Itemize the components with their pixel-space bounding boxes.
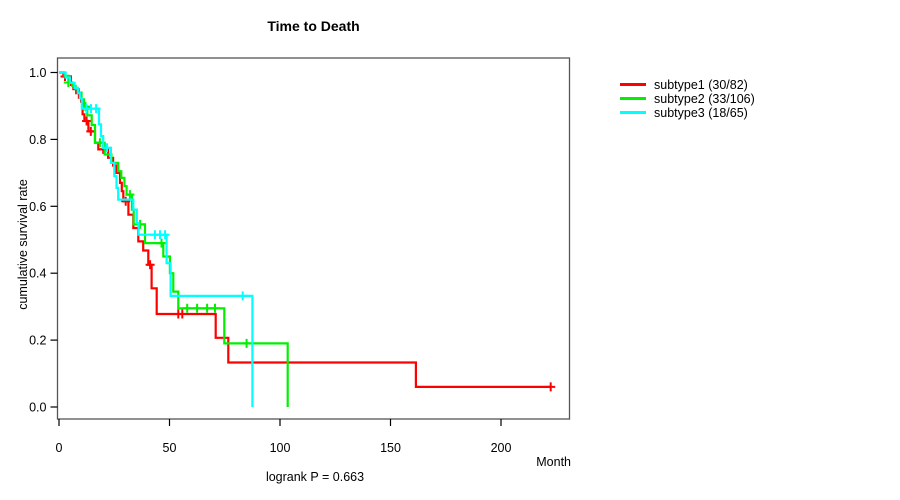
censor-mark <box>546 382 556 392</box>
x-tick-label: 50 <box>163 441 177 455</box>
survival-curve-subtype1 <box>59 71 551 388</box>
censor-mark <box>177 309 187 319</box>
censor-marks-subtype1 <box>60 72 556 392</box>
logrank-annotation: logrank P = 0.663 <box>266 470 364 484</box>
censor-marks-subtype3 <box>81 104 248 301</box>
plot-title: Time to Death <box>267 18 359 34</box>
legend-label: subtype3 (18/65) <box>654 106 748 120</box>
censor-mark <box>121 196 131 206</box>
x-axis: 0 50 100 150 200 <box>56 419 512 455</box>
y-tick-label: 0.2 <box>29 334 46 348</box>
censor-mark <box>238 291 248 301</box>
legend-item: subtype3 (18/65) <box>620 106 748 120</box>
y-axis-label: cumulative survival rate <box>16 179 30 310</box>
censor-mark <box>102 143 112 153</box>
x-tick-label: 200 <box>491 441 512 455</box>
censor-mark <box>210 303 220 313</box>
x-tick-label: 0 <box>56 441 63 455</box>
y-tick-label: 0.8 <box>29 133 46 147</box>
x-tick-label: 100 <box>270 441 291 455</box>
censor-mark <box>82 116 92 126</box>
survival-curves <box>59 71 556 407</box>
x-axis-label: Month <box>536 455 571 469</box>
censor-mark <box>125 190 135 200</box>
y-tick-label: 1.0 <box>29 66 46 80</box>
censor-mark <box>135 219 145 229</box>
censor-mark <box>202 303 212 313</box>
y-tick-label: 0.0 <box>29 401 46 415</box>
legend-label: subtype1 (30/82) <box>654 78 748 92</box>
y-tick-label: 0.4 <box>29 267 46 281</box>
legend-item: subtype2 (33/106) <box>620 92 755 106</box>
censor-mark <box>192 303 202 313</box>
legend-item: subtype1 (30/82) <box>620 78 748 92</box>
legend: subtype1 (30/82)subtype2 (33/106)subtype… <box>620 78 755 120</box>
censor-marks-subtype2 <box>63 78 252 348</box>
legend-label: subtype2 (33/106) <box>654 92 755 106</box>
censor-mark <box>160 230 170 240</box>
y-axis: 0.0 0.2 0.4 0.6 0.8 1.0 <box>29 66 58 415</box>
censor-mark <box>91 104 101 114</box>
censor-mark <box>86 126 96 136</box>
censor-mark <box>157 238 166 248</box>
y-tick-label: 0.6 <box>29 200 46 214</box>
plot-frame <box>56 57 571 420</box>
censor-mark <box>182 303 192 313</box>
censor-mark <box>242 338 252 348</box>
x-tick-label: 150 <box>380 441 401 455</box>
censor-mark <box>145 260 155 270</box>
